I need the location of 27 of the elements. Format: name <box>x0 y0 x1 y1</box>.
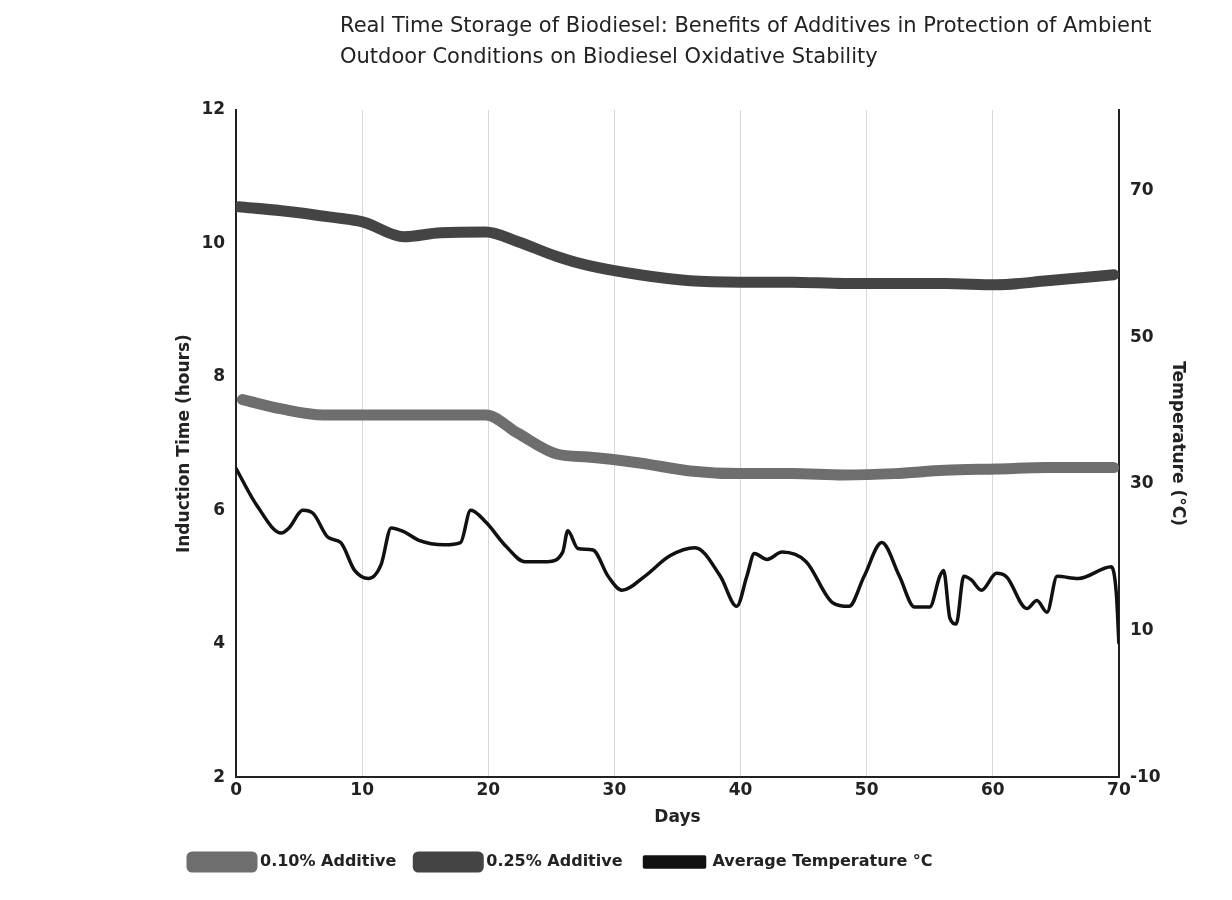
x-tick-label: 30 <box>602 778 627 799</box>
x-tick-label: 40 <box>728 778 753 799</box>
y-tick-label: 6 <box>213 498 226 519</box>
chart-title: Real Time Storage of Biodiesel: Benefits of Additives in Protection of Ambient Outdoor Conditions on Biodiesel Oxidative Stability <box>340 12 1153 70</box>
x-axis-title: Days <box>654 806 701 827</box>
y2-tick-label: -10 <box>1129 765 1161 786</box>
legend-label: 0.25% Additive <box>486 851 623 871</box>
x-tick-label: 20 <box>476 778 501 799</box>
y2-tick-label: 50 <box>1129 325 1154 346</box>
line-series <box>236 466 1119 645</box>
x-tick-label: 0 <box>230 778 243 799</box>
y2-tick-label: 10 <box>1129 618 1154 639</box>
y-tick-label: 2 <box>213 765 226 786</box>
y-tick-label: 8 <box>213 365 226 386</box>
y2-tick-label: 70 <box>1129 179 1154 200</box>
x-tick-label: 60 <box>980 778 1005 799</box>
y-tick-label: 12 <box>201 98 226 119</box>
y-axis-title: Induction Time (hours) <box>172 334 193 554</box>
y2-axis-title: Temperature (°C) <box>1169 361 1190 526</box>
x-tick-label: 10 <box>350 778 375 799</box>
y-tick-label: 10 <box>201 231 226 252</box>
legend-label: 0.10% Additive <box>260 851 397 871</box>
y2-tick-label: 30 <box>1129 472 1154 493</box>
x-tick-label: 50 <box>854 778 879 799</box>
legend-label: Average Temperature °C <box>712 851 933 871</box>
x-tick-label: 70 <box>1107 778 1131 799</box>
y-tick-label: 4 <box>213 632 226 653</box>
